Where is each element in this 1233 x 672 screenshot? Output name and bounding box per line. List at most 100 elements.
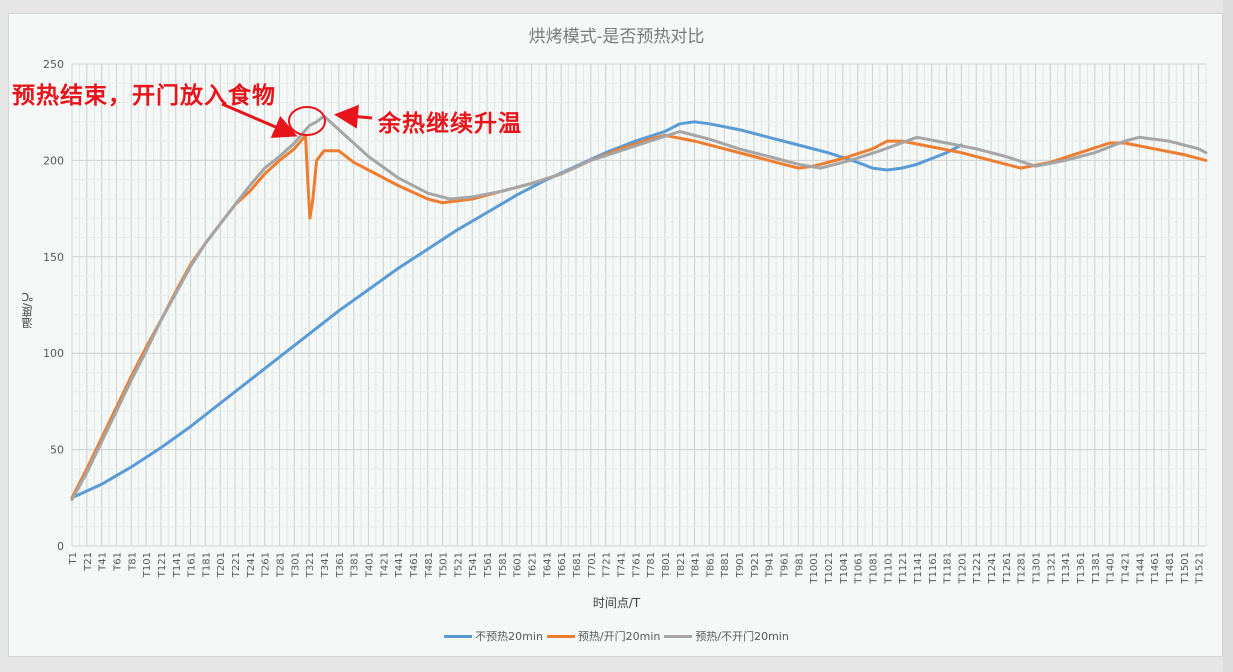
x-tick-label: T841: [691, 552, 702, 578]
x-tick-label: T721: [602, 552, 613, 578]
x-tick-label: T241: [246, 552, 257, 578]
x-tick-label: T601: [513, 552, 524, 578]
x-tick-label: T61: [112, 552, 123, 572]
x-tick-label: T681: [572, 552, 583, 578]
x-tick-label: T321: [305, 552, 316, 578]
x-tick-label: T121: [157, 552, 168, 578]
x-tick-label: T361: [335, 552, 346, 578]
gridlines: [71, 63, 1207, 547]
x-tick-label: T21: [83, 552, 94, 572]
x-tick-label: T941: [765, 552, 776, 578]
y-tick-label: 200: [43, 154, 64, 167]
x-tick-label: T1221: [972, 552, 983, 585]
chart-title: 烘烤模式-是否预热对比: [528, 27, 705, 47]
x-tick-label: T561: [483, 552, 494, 578]
legend-swatch-gray: [664, 634, 693, 638]
x-tick-label: T641: [542, 552, 553, 578]
x-tick-label: T1481: [1165, 552, 1176, 585]
x-tick-label: T541: [468, 552, 479, 578]
legend-swatch-orange: [546, 634, 575, 638]
x-tick-label: T581: [498, 552, 509, 578]
annotation-preheat-end: 预热结束，开门放入食物: [12, 83, 276, 109]
series-line-2[interactable]: [70, 114, 1208, 502]
x-tick-label: T261: [261, 552, 272, 578]
x-tick-label: T461: [409, 552, 420, 578]
x-tick-label: T501: [439, 552, 450, 578]
x-tick-label: T1261: [1002, 552, 1013, 585]
x-tick-label: T1361: [1076, 552, 1087, 585]
x-tick-label: T1441: [1135, 552, 1146, 585]
x-tick-label: T921: [750, 552, 761, 578]
x-tick-label: T1001: [809, 552, 820, 585]
x-tick-label: T881: [720, 552, 731, 578]
x-tick-label: T441: [394, 552, 405, 578]
annotation-shapes: [221, 102, 373, 138]
x-tick-label: T981: [794, 552, 805, 578]
x-tick-label: T1281: [1017, 552, 1028, 585]
x-tick-label: T41: [98, 552, 109, 572]
legend-item-preheat-closed-door[interactable]: 预热/不开门20min: [664, 628, 789, 644]
x-tick-label: T1521: [1195, 552, 1206, 585]
x-tick-label: T481: [424, 552, 435, 578]
x-tick-label: T181: [201, 552, 212, 578]
x-tick-label: T1101: [883, 552, 894, 585]
x-tick-label: T701: [587, 552, 598, 578]
x-tick-label: T761: [631, 552, 642, 578]
x-tick-label: T521: [453, 552, 464, 578]
x-tick-label: T1321: [1046, 552, 1057, 585]
x-tick-label: T741: [616, 552, 627, 578]
x-tick-label: T1421: [1120, 552, 1131, 585]
x-tick-label: T1041: [839, 552, 850, 585]
legend-swatch-blue: [444, 634, 473, 638]
legend-item-preheat-open-door[interactable]: 预热/开门20min: [546, 628, 661, 644]
x-tick-label: T1161: [928, 552, 939, 585]
vertical-scrollbar[interactable]: [1223, 0, 1233, 672]
x-axis-title: 时间点/T: [592, 596, 641, 610]
x-tick-label: T1501: [1180, 552, 1191, 585]
x-tick-label: T861: [705, 552, 716, 578]
x-tick-label: T1141: [913, 552, 924, 585]
x-tick-label: T781: [646, 552, 657, 578]
x-tick-label: T621: [528, 552, 539, 578]
annotation-residual-heat: 余热继续升温: [378, 111, 522, 137]
x-tick-label: T401: [364, 552, 375, 578]
x-tick-label: T1201: [957, 552, 968, 585]
x-tick-label: T1401: [1106, 552, 1117, 585]
x-tick-label: T301: [290, 552, 301, 578]
x-tick-label: T1341: [1061, 552, 1072, 585]
x-tick-label: T341: [320, 552, 331, 578]
x-tick-label: T1021: [824, 552, 835, 585]
x-tick-label: T81: [127, 552, 138, 572]
x-tick-label: T901: [735, 552, 746, 578]
x-tick-label: T141: [172, 552, 183, 578]
y-tick-label: 0: [57, 540, 64, 553]
y-tick-label: 250: [43, 58, 64, 71]
x-tick-label: T1061: [854, 552, 865, 585]
legend-label: 不预热20min: [475, 630, 543, 643]
chart-legend: 不预热20min 预热/开门20min 预热/不开门20min: [0, 628, 1233, 644]
x-tick-label: T421: [379, 552, 390, 578]
x-tick-label: T821: [676, 552, 687, 578]
x-tick-label: T1081: [868, 552, 879, 585]
x-tick-label: T1301: [1032, 552, 1043, 585]
legend-label: 预热/开门20min: [577, 630, 661, 643]
x-tick-label: T221: [231, 552, 242, 578]
x-tick-label: T661: [557, 552, 568, 578]
y-tick-label: 100: [43, 347, 64, 360]
legend-label: 预热/不开门20min: [695, 630, 789, 643]
x-tick-label: T101: [142, 552, 153, 578]
x-tick-label: T1241: [987, 552, 998, 585]
y-tick-label: 50: [50, 444, 64, 457]
y-tick-label: 150: [43, 251, 64, 264]
x-tick-label: T961: [780, 552, 791, 578]
x-tick-label: T1181: [943, 552, 954, 585]
x-tick-label: T1461: [1150, 552, 1161, 585]
y-axis-title: 温度/℃: [21, 290, 34, 329]
x-tick-label: T381: [350, 552, 361, 578]
x-tick-label: T1121: [898, 552, 909, 585]
x-tick-label: T281: [276, 552, 287, 578]
x-tick-label: T161: [187, 552, 198, 578]
x-tick-label: T1381: [1091, 552, 1102, 585]
legend-item-no-preheat[interactable]: 不预热20min: [444, 628, 543, 644]
